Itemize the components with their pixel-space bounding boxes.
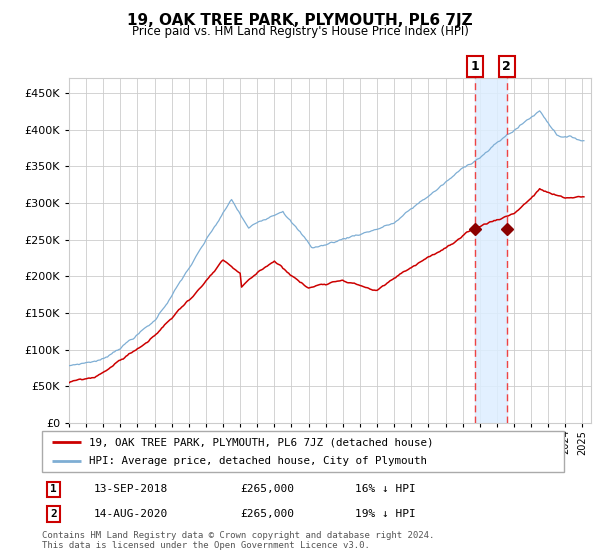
Bar bbox=[475, 78, 507, 423]
FancyBboxPatch shape bbox=[42, 431, 564, 472]
Text: 19, OAK TREE PARK, PLYMOUTH, PL6 7JZ: 19, OAK TREE PARK, PLYMOUTH, PL6 7JZ bbox=[127, 13, 473, 28]
Text: 2: 2 bbox=[502, 60, 511, 73]
Text: 16% ↓ HPI: 16% ↓ HPI bbox=[355, 484, 416, 494]
Text: 1: 1 bbox=[50, 484, 57, 494]
Text: 1: 1 bbox=[470, 60, 479, 73]
Text: 19% ↓ HPI: 19% ↓ HPI bbox=[355, 509, 416, 519]
Text: 19, OAK TREE PARK, PLYMOUTH, PL6 7JZ (detached house): 19, OAK TREE PARK, PLYMOUTH, PL6 7JZ (de… bbox=[89, 437, 433, 447]
Text: Price paid vs. HM Land Registry's House Price Index (HPI): Price paid vs. HM Land Registry's House … bbox=[131, 25, 469, 38]
Text: £265,000: £265,000 bbox=[241, 484, 295, 494]
Text: 14-AUG-2020: 14-AUG-2020 bbox=[94, 509, 169, 519]
Text: HPI: Average price, detached house, City of Plymouth: HPI: Average price, detached house, City… bbox=[89, 456, 427, 465]
Text: Contains HM Land Registry data © Crown copyright and database right 2024.
This d: Contains HM Land Registry data © Crown c… bbox=[42, 531, 434, 550]
Text: 13-SEP-2018: 13-SEP-2018 bbox=[94, 484, 169, 494]
Text: £265,000: £265,000 bbox=[241, 509, 295, 519]
Text: 2: 2 bbox=[50, 509, 57, 519]
